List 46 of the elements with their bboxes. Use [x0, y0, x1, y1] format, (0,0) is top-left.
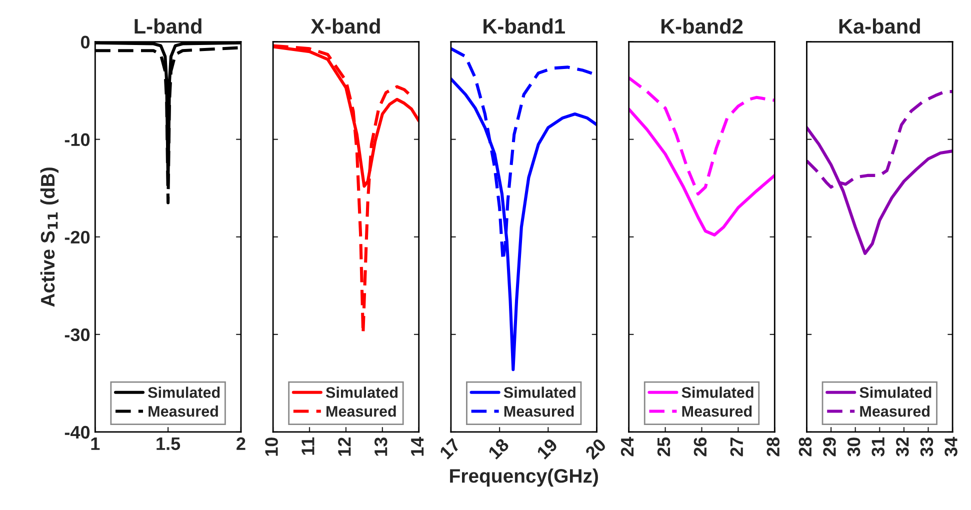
y-axis-title: Active S$_{11}$ (dB) — [40, 168, 58, 307]
x-tick-label: 28 — [766, 437, 780, 456]
x-tick-label: 12 — [338, 438, 351, 456]
legend-label: Measured — [326, 406, 396, 417]
legend-label: Measured — [682, 406, 752, 417]
y-tick-label: -10 — [64, 133, 90, 146]
y-tick-label: 0 — [80, 36, 90, 49]
x-tick-label: 14 — [411, 436, 424, 456]
x-tick-label: 24 — [620, 436, 634, 456]
legend-label: Measured — [504, 406, 574, 417]
x-tick-label: 1.5 — [156, 437, 180, 450]
legend-label: Simulated — [682, 386, 754, 398]
legend-label: Simulated — [326, 386, 398, 398]
x-tick-label: 20 — [584, 438, 607, 460]
x-tick-label: 1 — [91, 437, 100, 450]
legend-label: Measured — [860, 406, 930, 417]
x-tick-label: 17 — [439, 438, 461, 460]
x-tick-label: 27 — [730, 438, 743, 456]
x-tick-label: 31 — [872, 437, 885, 456]
y-tick-label: -20 — [64, 230, 90, 244]
y-tick-label: -30 — [64, 328, 90, 342]
x-tick-label: 26 — [694, 437, 707, 456]
legend-label: Simulated — [860, 386, 932, 398]
y-tick-label: -40 — [64, 426, 90, 439]
x-tick-label: 33 — [920, 437, 934, 456]
legend-label: Measured — [148, 406, 218, 417]
chart-title: K-band1 — [484, 18, 565, 34]
chart-title: Ka-band — [839, 18, 920, 34]
chart-title: X-band — [310, 18, 380, 34]
chart-title: L-band — [134, 18, 202, 34]
x-tick-label: 29 — [823, 438, 836, 456]
legend-label: Simulated — [504, 386, 576, 398]
x-axis-title: Frequency(GHz) — [450, 468, 598, 487]
x-tick-label: 30 — [847, 438, 860, 456]
x-tick-label: 34 — [944, 436, 958, 456]
x-tick-label: 32 — [896, 438, 909, 456]
x-tick-label: 25 — [657, 437, 670, 456]
x-tick-label: 11 — [302, 437, 314, 455]
x-tick-label: 10 — [265, 438, 278, 456]
x-tick-label: 13 — [374, 437, 388, 456]
x-tick-label: 28 — [798, 437, 812, 456]
legend-label: Simulated — [148, 386, 220, 398]
x-tick-label: 2 — [236, 437, 246, 450]
chart-title: K-band2 — [661, 18, 743, 34]
x-tick-label: 19 — [536, 438, 558, 460]
x-tick-label: 18 — [488, 438, 510, 460]
